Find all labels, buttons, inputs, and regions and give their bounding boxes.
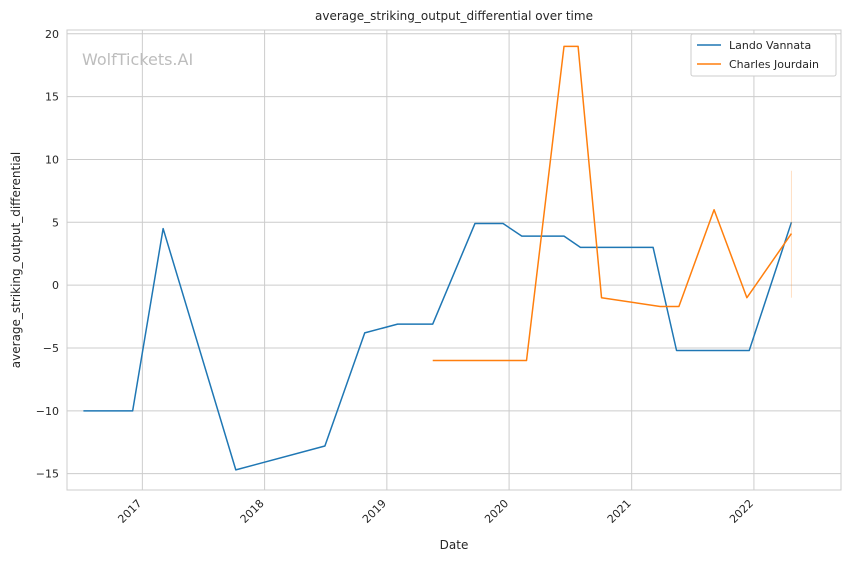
plot-frame xyxy=(66,29,842,491)
series-line-charles-jourdain xyxy=(432,45,793,362)
plot-area xyxy=(67,30,841,490)
y-axis-ticks: 20 15 10 5 0 −5 −10 −15 xyxy=(36,28,59,481)
legend: Lando Vannata Charles Jourdain xyxy=(690,33,837,77)
y-tick-label: 20 xyxy=(45,28,59,41)
y-tick-label: −5 xyxy=(43,342,59,355)
y-tick-label: 15 xyxy=(45,91,59,104)
y-tick-label: 5 xyxy=(52,216,59,229)
watermark: WolfTickets.AI xyxy=(82,50,193,69)
x-axis-label: Date xyxy=(440,538,469,552)
legend-label-lando-vannata: Lando Vannata xyxy=(729,39,811,52)
series-layer xyxy=(83,45,793,471)
chart-title: average_striking_output_differential ove… xyxy=(315,9,593,23)
y-axis-label: average_striking_output_differential xyxy=(9,152,23,368)
y-tick-label: −10 xyxy=(36,405,59,418)
grid xyxy=(67,30,841,490)
series-line-lando-vannata xyxy=(83,222,793,471)
y-tick-label: 0 xyxy=(52,279,59,292)
legend-box xyxy=(690,33,837,77)
y-tick-label: 10 xyxy=(45,153,59,166)
y-tick-label: −15 xyxy=(36,468,59,481)
legend-label-charles-jourdain: Charles Jourdain xyxy=(729,58,819,71)
